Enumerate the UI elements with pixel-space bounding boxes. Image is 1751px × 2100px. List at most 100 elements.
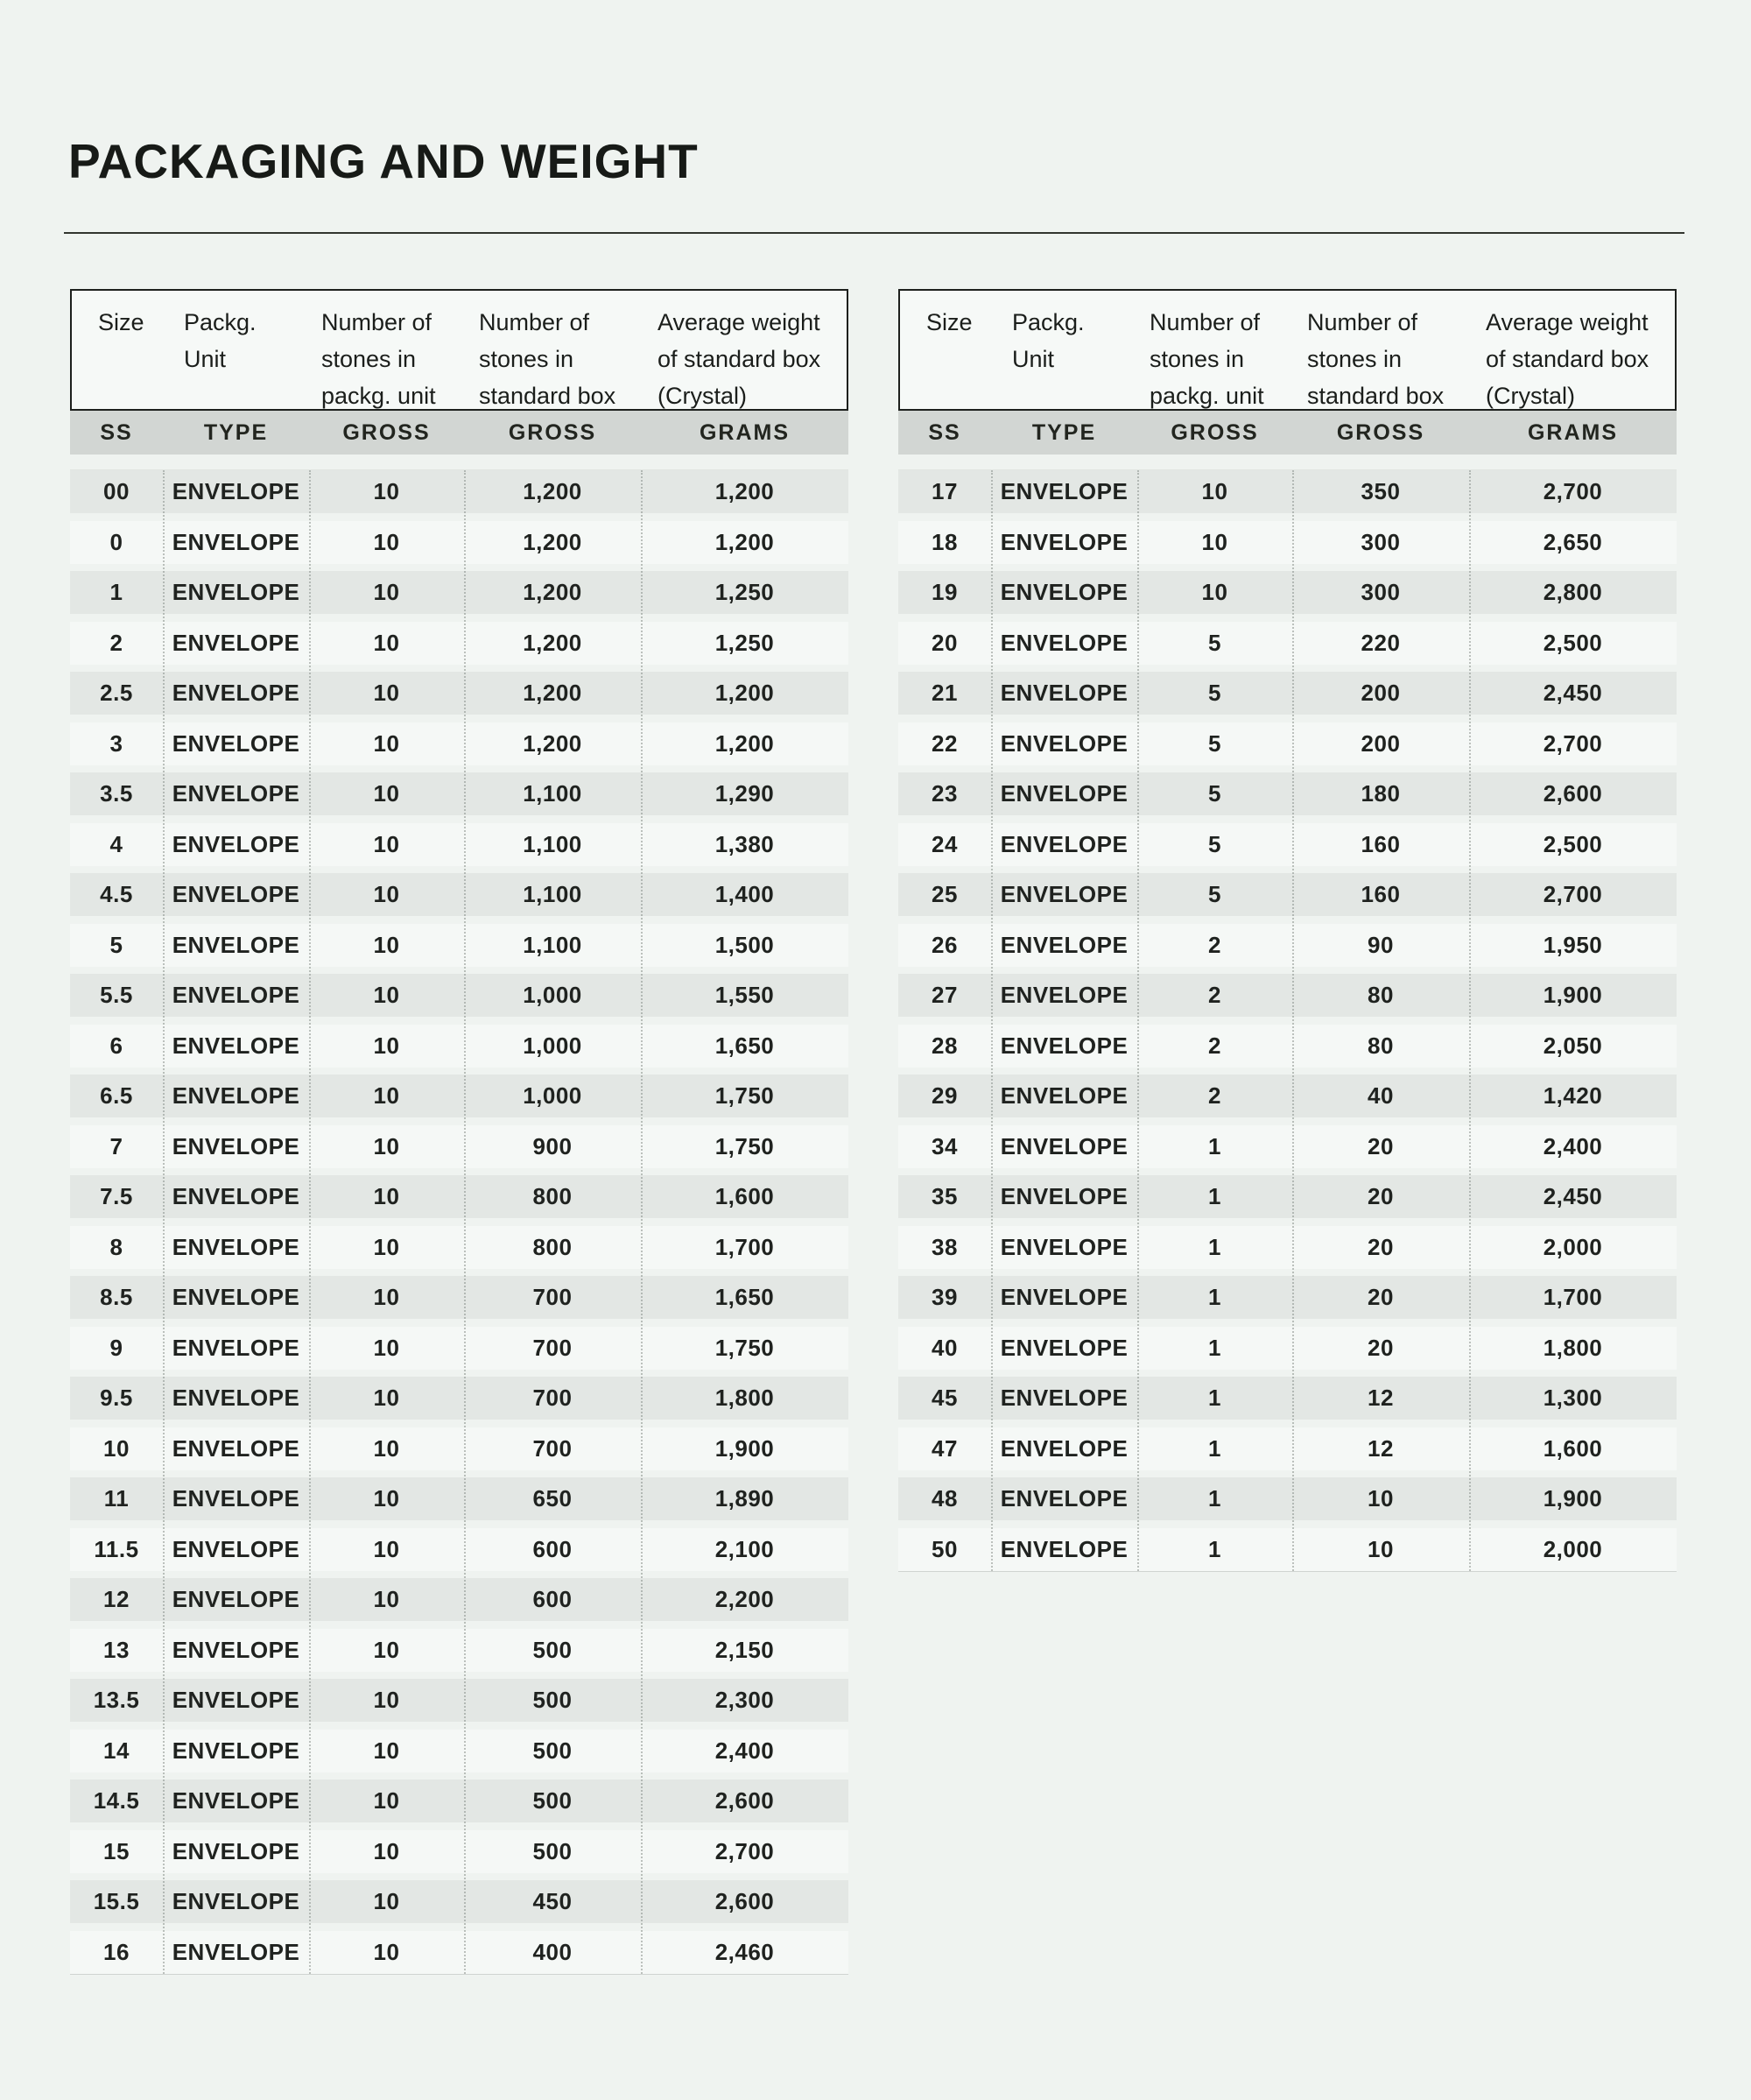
table-row: 35 ENVELOPE 1 20 2,450 [898,1175,1677,1218]
cell-grams: 2,650 [1543,528,1603,555]
cell-box-gross: 700 [532,1334,573,1361]
header-line: Packg. [184,309,257,335]
header-line: packg. unit [1150,383,1264,409]
cell-packg-gross: 10 [373,1687,400,1713]
cell-box-gross: 20 [1368,1183,1394,1209]
cell-grams: 1,750 [714,1082,775,1109]
cell-packg-gross: 10 [1201,528,1228,555]
cell-packg-gross: 10 [373,1787,400,1814]
cell-type: ENVELOPE [172,931,300,958]
table-row: 1 ENVELOPE 10 1,200 1,250 [70,571,848,614]
cell-grams: 1,500 [714,931,775,958]
cell-box-gross: 500 [532,1636,573,1663]
table-row: 0 ENVELOPE 10 1,200 1,200 [70,520,848,564]
header-line: stones in [1150,346,1245,372]
header-line: standard box [1307,383,1445,409]
cell-type: ENVELOPE [172,1888,300,1914]
cell-size: 13.5 [93,1687,140,1713]
cell-grams: 1,700 [1543,1284,1603,1310]
cell-type: ENVELOPE [1000,1434,1129,1462]
cell-grams: 2,000 [1543,1535,1603,1562]
cell-box-gross: 400 [532,1938,573,1965]
cell-grams: 2,700 [1543,729,1603,757]
cell-type: ENVELOPE [1000,629,1129,656]
cell-box-gross: 20 [1368,1132,1394,1159]
cell-type: ENVELOPE [1000,1284,1129,1310]
cell-box-gross: 1,200 [523,629,582,656]
cell-size: 22 [932,729,958,757]
cell-box-gross: 200 [1361,680,1401,706]
cell-size: 23 [932,780,958,807]
cell-packg-gross: 10 [373,1183,400,1209]
cell-size: 5 [109,931,123,958]
cell-size: 24 [932,830,958,857]
cell-size: 8.5 [100,1284,133,1310]
cell-size: 45 [932,1385,958,1411]
table-row: 5 ENVELOPE 10 1,100 1,500 [70,923,848,967]
header-line: standard box [479,383,616,409]
header-line: of standard box [1486,346,1649,372]
table-row: 27 ENVELOPE 2 80 1,900 [898,974,1677,1017]
cell-box-gross: 800 [532,1233,573,1260]
subheader-gross-packg: GROSS [1171,419,1259,445]
cell-packg-gross: 10 [373,1938,400,1965]
subheader-ss: SS [928,419,961,445]
cell-type: ENVELOPE [172,1434,300,1462]
cell-type: ENVELOPE [172,1485,300,1512]
cell-grams: 2,200 [714,1586,775,1612]
cell-grams: 1,950 [1543,931,1603,958]
table-row: 4.5 ENVELOPE 10 1,100 1,400 [70,873,848,916]
cell-box-gross: 700 [532,1434,573,1462]
cell-grams: 1,800 [1543,1334,1603,1361]
table-row: 26 ENVELOPE 2 90 1,950 [898,923,1677,967]
cell-grams: 2,400 [714,1737,775,1764]
table-row: 21 ENVELOPE 5 200 2,450 [898,672,1677,715]
cell-packg-gross: 1 [1208,1535,1221,1562]
cell-packg-gross: 1 [1208,1132,1221,1159]
cell-size: 2.5 [100,680,133,706]
cell-box-gross: 500 [532,1837,573,1864]
table-row: 38 ENVELOPE 1 20 2,000 [898,1225,1677,1269]
cell-packg-gross: 2 [1208,931,1221,958]
cell-size: 47 [932,1434,958,1462]
cell-box-gross: 600 [532,1535,573,1562]
header-line: Packg. [1012,309,1085,335]
cell-packg-gross: 10 [373,1485,400,1512]
cell-packg-gross: 10 [1201,478,1228,504]
table-row: 4 ENVELOPE 10 1,100 1,380 [70,822,848,866]
header-line: Unit [184,346,227,372]
cell-grams: 1,300 [1543,1385,1603,1411]
cell-size: 4.5 [100,881,133,907]
cell-type: ENVELOPE [172,1687,300,1713]
cell-type: ENVELOPE [1000,1334,1129,1361]
cell-size: 35 [932,1183,958,1209]
cell-grams: 2,700 [1543,478,1603,504]
cell-box-gross: 700 [532,1284,573,1310]
cell-packg-gross: 2 [1208,982,1221,1008]
cell-type: ENVELOPE [172,1837,300,1864]
cell-packg-gross: 10 [373,528,400,555]
cell-packg-gross: 10 [373,680,400,706]
cell-grams: 2,150 [714,1636,775,1663]
table-row: 7 ENVELOPE 10 900 1,750 [70,1124,848,1168]
header-stones-standard-box: Number of stones in standard box [1292,304,1469,414]
cell-box-gross: 600 [532,1586,573,1612]
header-line: stones in [1307,346,1403,372]
cell-packg-gross: 10 [373,830,400,857]
subheader-grams: GRAMS [1527,419,1619,445]
cell-size: 19 [932,579,958,605]
cell-packg-gross: 10 [373,579,400,605]
table-row: 22 ENVELOPE 5 200 2,700 [898,722,1677,765]
cell-grams: 2,700 [1543,881,1603,907]
cell-grams: 2,600 [714,1787,775,1814]
cell-size: 21 [932,680,958,706]
cell-grams: 1,900 [1543,1485,1603,1512]
cell-grams: 2,450 [1543,680,1603,706]
cell-size: 9 [109,1334,123,1361]
cell-size: 14.5 [93,1787,140,1814]
cell-packg-gross: 10 [373,1586,400,1612]
cell-grams: 2,450 [1543,1183,1603,1209]
cell-size: 13 [103,1636,130,1663]
cell-packg-gross: 1 [1208,1233,1221,1260]
cell-size: 8 [109,1233,123,1260]
